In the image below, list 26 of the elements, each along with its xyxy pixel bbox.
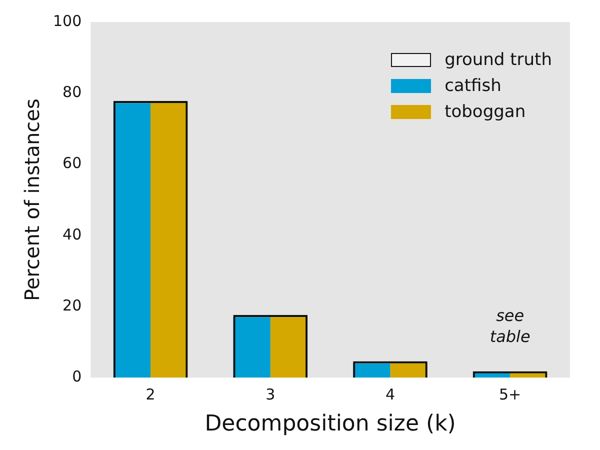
y-tick-label: 100 — [52, 12, 82, 30]
bar — [472, 371, 548, 378]
legend-label: toboggan — [444, 102, 526, 122]
bar — [113, 100, 188, 378]
bar — [150, 102, 188, 378]
x-axis-title: Decomposition size (k) — [204, 412, 456, 437]
bar — [233, 315, 308, 378]
x-tick-label: 3 — [266, 385, 276, 404]
y-axis-title: Percent of instances — [20, 98, 44, 302]
y-tick-label: 40 — [62, 225, 82, 244]
x-tick-label: 5+ — [499, 385, 522, 404]
y-tick-label: 80 — [62, 83, 82, 102]
annotation: see table — [490, 306, 530, 346]
y-tick-label: 0 — [72, 367, 82, 386]
y-tick-label: 60 — [62, 154, 82, 172]
bar — [113, 103, 151, 378]
y-tick-label: 20 — [62, 296, 82, 314]
bar — [270, 317, 308, 378]
bar — [233, 317, 270, 378]
legend-label: catfish — [444, 76, 502, 96]
bar — [353, 363, 390, 378]
bar — [353, 361, 428, 378]
legend-label: ground truth — [444, 50, 552, 70]
x-tick-label: 2 — [146, 385, 156, 404]
bar — [390, 363, 428, 378]
x-tick-label: 4 — [385, 385, 396, 404]
